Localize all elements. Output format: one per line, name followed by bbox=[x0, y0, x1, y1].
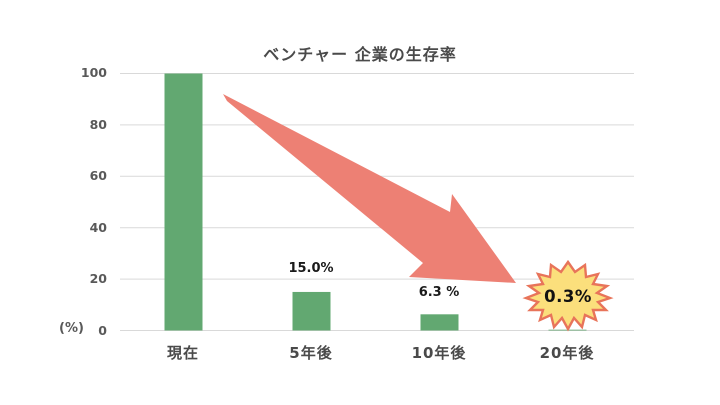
y-tick-80: 80 bbox=[89, 117, 107, 132]
y-tick-40: 40 bbox=[89, 220, 107, 235]
y-tick-0: 0 bbox=[98, 323, 107, 338]
y-tick-100: 100 bbox=[80, 65, 107, 80]
x-tick-20years: 20年後 bbox=[539, 344, 595, 362]
bar-5years[interactable] bbox=[292, 291, 331, 331]
declining-trend-arrow bbox=[223, 94, 516, 283]
bar-10years[interactable] bbox=[420, 314, 459, 331]
chart-title: ベンチャー 企業の生存率 bbox=[263, 45, 457, 64]
bar-genzai[interactable] bbox=[164, 73, 203, 331]
y-axis-unit-label: (%) bbox=[59, 321, 84, 336]
data-label-20years: 0.3% bbox=[544, 287, 592, 306]
starburst-badge bbox=[522, 259, 614, 332]
data-label-5years: 15.0% bbox=[288, 261, 334, 276]
y-tick-20: 20 bbox=[89, 271, 107, 286]
x-tick-10years: 10年後 bbox=[411, 344, 467, 362]
y-tick-60: 60 bbox=[89, 168, 107, 183]
x-tick-genzai: 現在 bbox=[166, 344, 199, 362]
data-label-10years: 6.3 % bbox=[418, 285, 460, 300]
x-tick-5years: 5年後 bbox=[289, 344, 333, 362]
